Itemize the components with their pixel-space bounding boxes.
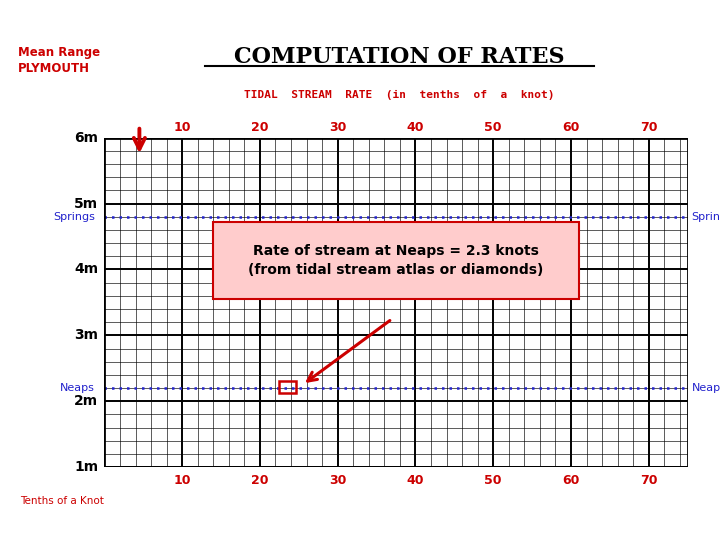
- Text: 50: 50: [485, 474, 502, 487]
- Text: 10: 10: [174, 474, 191, 487]
- Text: Tenths of a Knot: Tenths of a Knot: [20, 496, 104, 506]
- Text: 50: 50: [485, 122, 502, 134]
- Text: 30: 30: [329, 122, 346, 134]
- Text: 30: 30: [329, 474, 346, 487]
- Text: 1m: 1m: [74, 460, 98, 474]
- Text: 60: 60: [562, 122, 580, 134]
- Text: TIDAL  STREAM  RATE  (in  tenths  of  a  knot): TIDAL STREAM RATE (in tenths of a knot): [244, 90, 555, 99]
- Text: 20: 20: [251, 122, 269, 134]
- Text: 5m: 5m: [74, 197, 98, 211]
- Text: Springs: Springs: [53, 212, 95, 222]
- Text: 40: 40: [407, 474, 424, 487]
- Text: 70: 70: [640, 122, 657, 134]
- Bar: [213, 222, 579, 299]
- Text: 60: 60: [562, 474, 580, 487]
- Text: 4m: 4m: [74, 262, 98, 276]
- Text: Neaps: Neaps: [691, 383, 720, 393]
- Text: 2m: 2m: [74, 394, 98, 408]
- Text: COMPUTATION OF RATES: COMPUTATION OF RATES: [234, 46, 565, 68]
- Text: Rate of stream at Neaps = 2.3 knots
(from tidal stream atlas or diamonds): Rate of stream at Neaps = 2.3 knots (fro…: [248, 244, 544, 278]
- Text: 6m: 6m: [74, 131, 98, 145]
- Text: 70: 70: [640, 474, 657, 487]
- Text: Neaps: Neaps: [60, 383, 95, 393]
- Text: 40: 40: [407, 122, 424, 134]
- Text: 10: 10: [174, 122, 191, 134]
- Text: 3m: 3m: [74, 328, 98, 342]
- Text: 20: 20: [251, 474, 269, 487]
- Text: Springs: Springs: [691, 212, 720, 222]
- Bar: [279, 381, 297, 393]
- Text: Mean Range: Mean Range: [18, 46, 100, 59]
- Text: PLYMOUTH: PLYMOUTH: [18, 62, 90, 75]
